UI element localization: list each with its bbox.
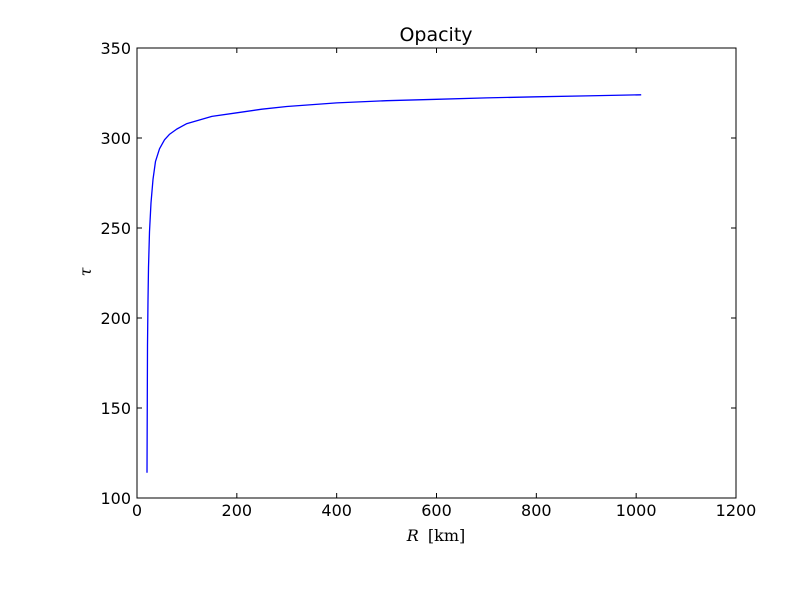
x-tick-label: 600 [421, 501, 452, 520]
x-axis-unit: [km] [428, 526, 465, 545]
x-axis-variable: R [406, 526, 419, 545]
plot-area [137, 48, 736, 498]
y-tick-label: 100 [100, 489, 131, 508]
y-tick-label: 300 [100, 129, 131, 148]
series-line [146, 94, 642, 473]
x-tick-label: 400 [321, 501, 352, 520]
y-tick-label: 350 [100, 39, 131, 58]
x-tick-label: 800 [521, 501, 552, 520]
series-layer [146, 94, 642, 473]
plot-frame [136, 47, 737, 499]
y-tick-label: 150 [100, 399, 131, 418]
y-tick-label: 250 [100, 219, 131, 238]
x-tick-label: 1200 [716, 501, 757, 520]
y-tick-label: 200 [100, 309, 131, 328]
x-tick-label: 200 [222, 501, 253, 520]
x-tick-label: 1000 [616, 501, 657, 520]
x-axis-label: R [km] [406, 526, 466, 545]
tick-layer: 0 200 400 600 800 1000 1200 100 150 200 250 300 350 [100, 39, 756, 520]
chart-title: Opacity [399, 24, 472, 46]
x-tick-label: 0 [132, 501, 142, 520]
y-axis-label: τ [76, 266, 95, 276]
